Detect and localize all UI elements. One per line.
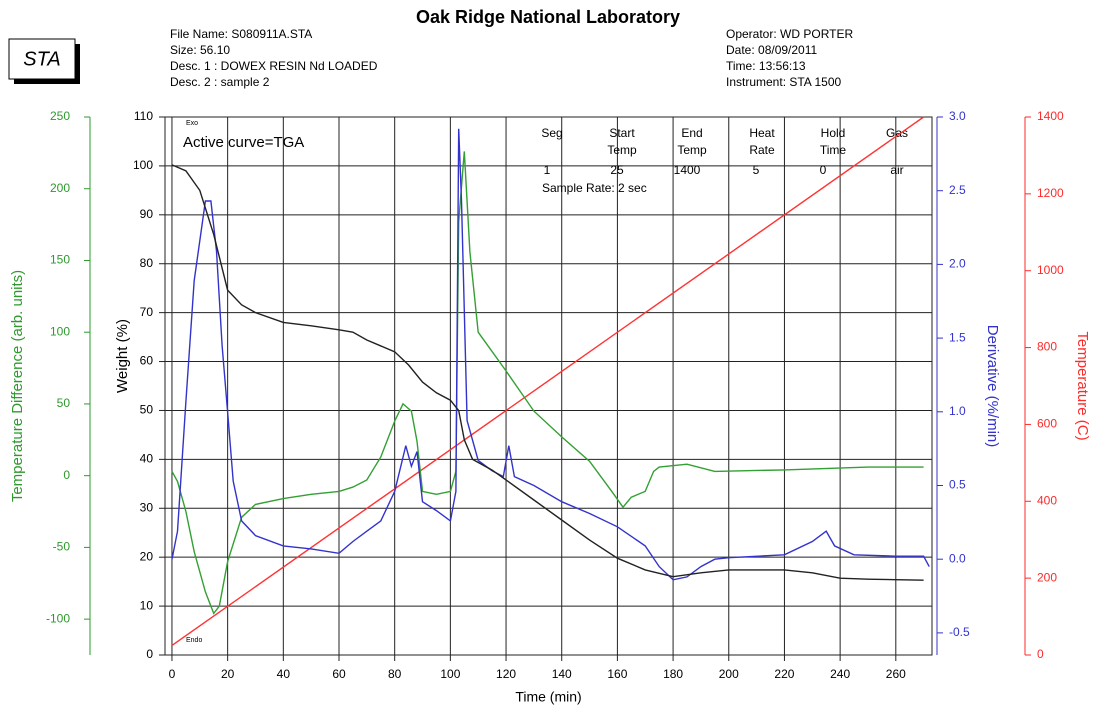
title: Oak Ridge National Laboratory	[416, 7, 680, 27]
y-tick-label: -50	[53, 540, 71, 554]
y-tick-label: 400	[1037, 493, 1057, 507]
logo: STA	[23, 48, 60, 70]
series-line	[171, 164, 924, 581]
y-tick-label: 1400	[1037, 109, 1064, 123]
y-tick-label: 3.0	[949, 109, 966, 123]
table-cell: 1400	[674, 163, 701, 177]
y-tick-label: 200	[50, 181, 70, 195]
table-header: Temp	[607, 143, 637, 157]
y-tick-label: 30	[140, 500, 154, 514]
run-info: Operator: WD PORTER	[726, 27, 853, 41]
x-tick-label: 20	[221, 667, 235, 681]
y-tick-label: 50	[140, 403, 154, 417]
run-info: Instrument: STA 1500	[726, 75, 841, 89]
y-tick-label: 150	[50, 253, 70, 267]
series-line	[171, 151, 924, 615]
y-tick-label: 0.0	[949, 551, 966, 565]
table-header: End	[681, 126, 702, 140]
y-tick-label: 1000	[1037, 263, 1064, 277]
y-axis-label: Derivative (%/min)	[984, 325, 1001, 448]
table-header: Hold	[821, 126, 846, 140]
x-tick-label: 100	[440, 667, 460, 681]
x-tick-label: 180	[663, 667, 683, 681]
annotation: Exo	[186, 120, 198, 127]
y-tick-label: -100	[46, 611, 70, 625]
y-tick-label: 100	[133, 158, 153, 172]
series-line	[171, 116, 925, 646]
file-info: Size: 56.10	[170, 43, 230, 57]
y-tick-label: 2.0	[949, 257, 966, 271]
y-tick-label: 0	[63, 468, 70, 482]
y-tick-label: 0	[146, 647, 153, 661]
table-header: Time	[820, 143, 847, 157]
y-tick-label: 800	[1037, 340, 1057, 354]
y-axis-label: Temperature (C)	[1074, 331, 1091, 440]
y-tick-label: 2.5	[949, 183, 966, 197]
file-info: Desc. 1 : DOWEX RESIN Nd LOADED	[170, 59, 378, 73]
table-header: Temp	[677, 143, 707, 157]
x-tick-label: 240	[830, 667, 850, 681]
x-tick-label: 200	[719, 667, 739, 681]
table-cell: 1	[544, 163, 551, 177]
y-tick-label: 1.5	[949, 330, 966, 344]
y-tick-label: 90	[140, 207, 154, 221]
table-header: Gas	[886, 126, 908, 140]
y-tick-label: 80	[140, 256, 154, 270]
y-tick-label: 70	[140, 305, 154, 319]
table-header: Rate	[749, 143, 775, 157]
y-tick-label: 0	[1037, 647, 1044, 661]
x-tick-label: 220	[774, 667, 794, 681]
run-info: Time: 13:56:13	[726, 59, 806, 73]
y-axis-label: Weight (%)	[114, 319, 131, 393]
y-tick-label: 110	[134, 109, 153, 123]
table-note: Sample Rate: 2 sec	[542, 181, 647, 195]
x-tick-label: 60	[332, 667, 346, 681]
file-info: Desc. 2 : sample 2	[170, 75, 270, 89]
annotation: Endo	[186, 637, 202, 644]
file-info: File Name: S080911A.STA	[170, 27, 312, 41]
y-tick-label: 20	[140, 549, 154, 563]
y-tick-label: 600	[1037, 417, 1057, 431]
y-tick-label: 60	[140, 354, 154, 368]
table-header: Seg	[541, 126, 562, 140]
y-axis-label: Temperature Difference (arb. units)	[9, 270, 26, 502]
x-tick-label: 120	[496, 667, 516, 681]
x-tick-label: 160	[607, 667, 627, 681]
y-tick-label: 0.5	[949, 478, 966, 492]
x-tick-label: 260	[886, 667, 906, 681]
table-cell: air	[890, 163, 903, 177]
series-line	[171, 128, 930, 581]
y-tick-label: 250	[50, 109, 70, 123]
table-cell: 0	[820, 163, 827, 177]
x-tick-label: 140	[552, 667, 572, 681]
y-tick-label: 50	[57, 396, 71, 410]
table-cell: 25	[610, 163, 624, 177]
y-tick-label: 100	[50, 324, 70, 338]
y-tick-label: -0.5	[949, 625, 970, 639]
y-tick-label: 1200	[1037, 186, 1064, 200]
table-header: Heat	[749, 126, 775, 140]
x-tick-label: 40	[277, 667, 291, 681]
x-tick-label: 0	[169, 667, 176, 681]
x-tick-label: 80	[388, 667, 402, 681]
y-tick-label: 1.0	[949, 404, 966, 418]
x-axis-label: Time (min)	[515, 689, 581, 705]
y-tick-label: 200	[1037, 570, 1057, 584]
table-cell: 5	[753, 163, 760, 177]
y-tick-label: 10	[140, 598, 154, 612]
logo-box	[8, 38, 76, 80]
annotation: Active curve=TGA	[183, 134, 304, 151]
run-info: Date: 08/09/2011	[726, 43, 818, 57]
table-header: Start	[609, 126, 635, 140]
y-tick-label: 40	[140, 452, 154, 466]
